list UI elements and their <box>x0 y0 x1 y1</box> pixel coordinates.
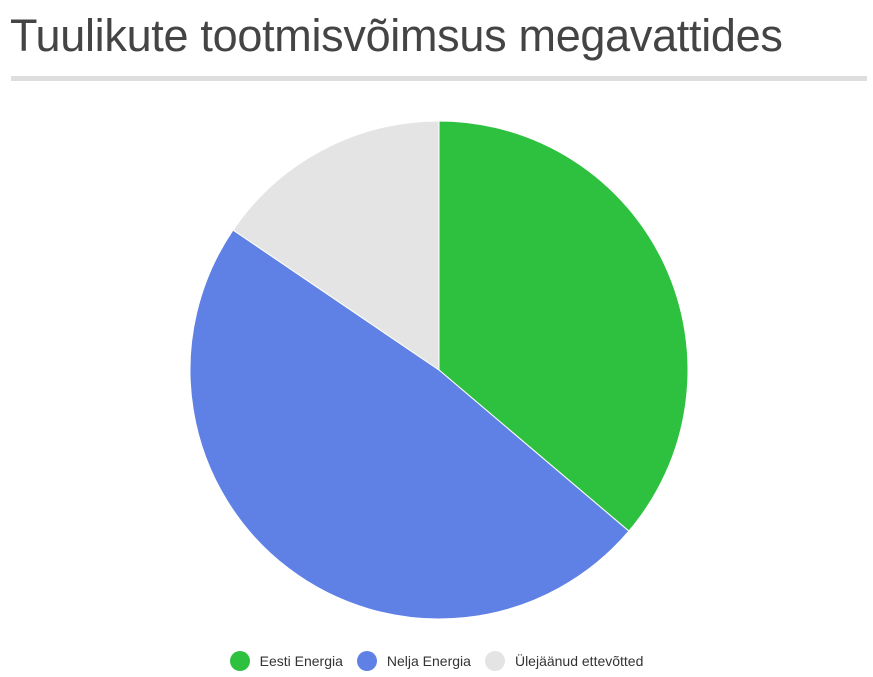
legend-label: Nelja Energia <box>386 653 471 669</box>
legend-item-nelja-energia[interactable]: Nelja Energia <box>356 651 471 671</box>
chart-title: Tuulikute tootmisvõimsus megavattides <box>10 10 783 61</box>
legend-swatch <box>484 651 505 671</box>
pie-slice-2[interactable] <box>232 120 440 371</box>
legend-item-eesti-energia[interactable]: Eesti Energia <box>229 651 343 671</box>
legend-label: Eesti Energia <box>259 653 343 669</box>
legend: Eesti Energia Nelja Energia Ülejäänud et… <box>0 651 873 671</box>
title-underline <box>11 76 867 81</box>
pie-chart <box>189 120 689 620</box>
legend-item-ulejaanud[interactable]: Ülejäänud ettevõtted <box>484 651 644 671</box>
legend-label: Ülejäänud ettevõtted <box>514 653 644 669</box>
legend-swatch <box>356 651 377 671</box>
legend-swatch <box>229 651 250 671</box>
pie-slice-0[interactable] <box>438 120 689 532</box>
pie-slice-1[interactable] <box>189 229 630 620</box>
